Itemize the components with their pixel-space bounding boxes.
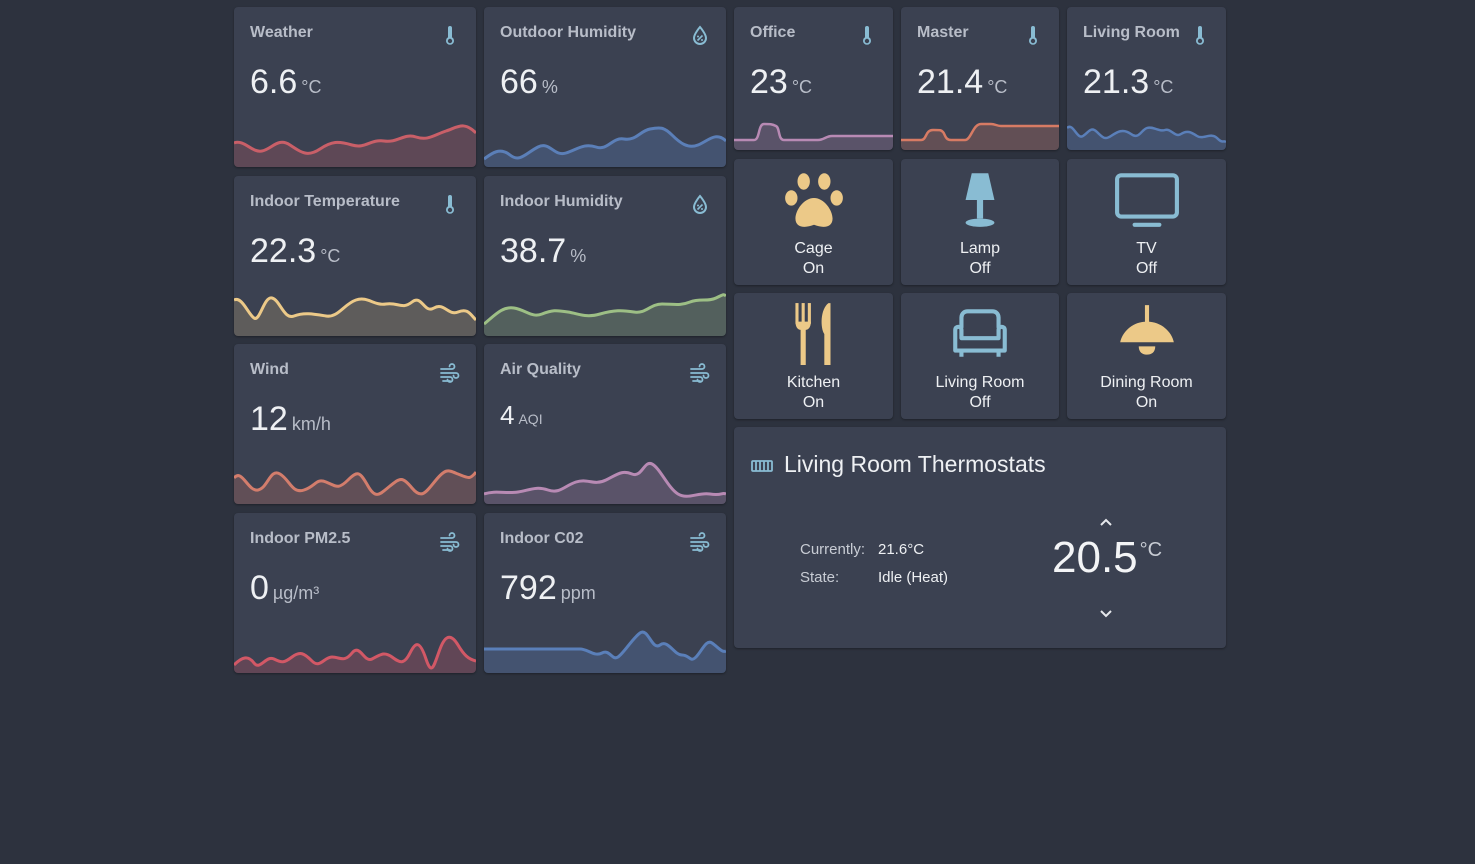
tile-state: On: [802, 260, 825, 277]
tile-name: Cage: [794, 240, 833, 257]
lamp-tile[interactable]: Lamp Off: [901, 159, 1059, 285]
tile-name: Lamp: [959, 240, 1001, 257]
sensor-value: 0 µg/m³: [250, 569, 320, 607]
currently-label: Currently:: [800, 540, 866, 558]
tile-name: Dining Room: [1100, 374, 1193, 391]
weather-card[interactable]: Weather 6.6 °C: [234, 7, 476, 167]
card-title: Indoor Temperature: [250, 193, 400, 210]
dining-room-tile[interactable]: Dining Room On: [1067, 293, 1226, 419]
current-temperature: 21.6°C: [878, 540, 925, 558]
tile-state: On: [802, 394, 825, 411]
indoor-humidity-card[interactable]: Indoor Humidity 38.7%: [484, 176, 726, 336]
thermostat-card: Living Room Thermostats Currently: 21.6°C…: [734, 427, 1226, 648]
increase-temperature-button[interactable]: [1096, 515, 1116, 529]
sensor-value: 12 km/h: [250, 400, 331, 438]
sparkline: [234, 469, 476, 504]
thermostat-info: Currently: 21.6°C State: Idle (Heat): [800, 535, 948, 591]
living-room-tile[interactable]: Living Room Off: [901, 293, 1059, 419]
sparkline: [484, 630, 726, 673]
sensor-value: 23 °C: [750, 63, 813, 101]
card-title: Weather: [250, 24, 313, 41]
sparkline: [484, 461, 726, 504]
sensor-value: 792 ppm: [500, 569, 596, 607]
television-icon: [1114, 173, 1179, 227]
water-percent-icon: [692, 25, 708, 45]
card-title: Indoor C02: [500, 530, 584, 547]
sparkline: [234, 296, 476, 336]
sparkline: [734, 122, 893, 150]
card-title: Living Room: [1083, 24, 1180, 41]
radiator-icon: [751, 459, 773, 472]
indoor-temperature-card[interactable]: Indoor Temperature 22.3 °C: [234, 176, 476, 336]
tv-tile[interactable]: TV Off: [1067, 159, 1226, 285]
kitchen-tile[interactable]: Kitchen On: [734, 293, 893, 419]
card-title: Indoor Humidity: [500, 193, 623, 210]
tile-name: TV: [1136, 240, 1157, 257]
sensor-value: 38.7%: [500, 232, 587, 270]
card-title: Master: [917, 24, 969, 41]
card-title: Outdoor Humidity: [500, 24, 636, 41]
wind-card[interactable]: Wind 12 km/h: [234, 344, 476, 504]
weather-windy-icon: [440, 532, 460, 552]
silverware-icon: [794, 303, 830, 365]
card-title: Office: [750, 24, 796, 41]
sensor-value: 21.4 °C: [917, 63, 1008, 101]
water-percent-icon: [692, 194, 708, 214]
sparkline: [234, 124, 476, 167]
master-temperature-card[interactable]: Master 21.4 °C: [901, 7, 1059, 150]
thermometer-icon: [1029, 26, 1037, 45]
living-room-temperature-card[interactable]: Living Room 21.3 °C: [1067, 7, 1226, 150]
tile-state: Off: [1135, 260, 1158, 277]
weather-windy-icon: [690, 363, 710, 383]
decrease-temperature-button[interactable]: [1096, 607, 1116, 621]
paw-icon: [784, 173, 843, 227]
sparkline: [484, 293, 726, 336]
weather-windy-icon: [690, 532, 710, 552]
tile-name: Kitchen: [786, 374, 841, 391]
outdoor-humidity-card[interactable]: Outdoor Humidity 66%: [484, 7, 726, 167]
sparkline: [901, 122, 1059, 150]
state-label: State:: [800, 568, 840, 586]
indoor-pm25-card[interactable]: Indoor PM2.5 0 µg/m³: [234, 513, 476, 673]
sensor-value: 66%: [500, 63, 558, 101]
sensor-value: 21.3 °C: [1083, 63, 1174, 101]
tile-name: Living Room: [935, 374, 1025, 391]
ceiling-light-icon: [1119, 305, 1174, 355]
thermometer-icon: [446, 195, 454, 214]
target-temperature: 20.5 °C: [1052, 533, 1163, 582]
tile-state: On: [1135, 394, 1158, 411]
sparkline: [1067, 125, 1226, 150]
card-title: Wind: [250, 361, 289, 378]
thermometer-icon: [863, 26, 871, 45]
lamp-icon: [965, 173, 995, 227]
card-title: Air Quality: [500, 361, 581, 378]
thermostat-title: Living Room Thermostats: [784, 451, 1046, 477]
weather-windy-icon: [440, 363, 460, 383]
card-title: Indoor PM2.5: [250, 530, 351, 547]
thermometer-icon: [446, 26, 454, 45]
tile-state: Off: [969, 260, 991, 277]
thermostat-state: Idle (Heat): [878, 568, 949, 586]
thermometer-icon: [1196, 26, 1204, 45]
sensor-value: 4 AQI: [500, 400, 543, 430]
indoor-co2-card[interactable]: Indoor C02 792 ppm: [484, 513, 726, 673]
tile-state: Off: [969, 394, 991, 411]
sensor-value: 6.6 °C: [250, 63, 322, 101]
sensor-value: 22.3 °C: [250, 232, 341, 270]
sofa-icon: [953, 309, 1007, 357]
sparkline: [234, 635, 476, 673]
air-quality-card[interactable]: Air Quality 4 AQI: [484, 344, 726, 504]
sparkline: [484, 126, 726, 167]
office-temperature-card[interactable]: Office 23 °C: [734, 7, 893, 150]
thermostat-header: Living Room Thermostats: [750, 451, 1046, 478]
cage-tile[interactable]: Cage On: [734, 159, 893, 285]
